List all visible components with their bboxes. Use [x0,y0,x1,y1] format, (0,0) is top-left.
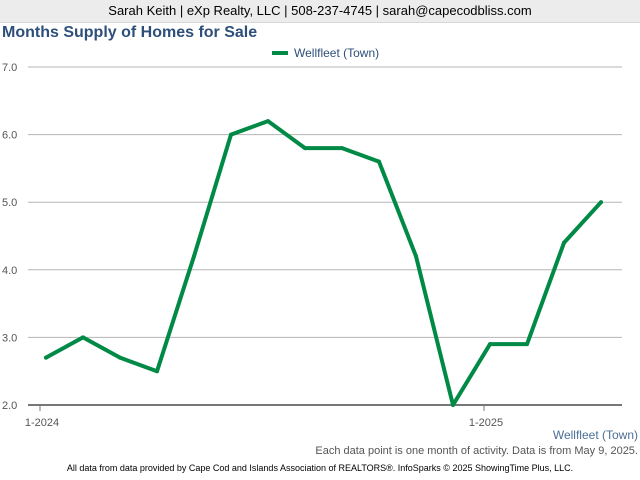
data-point [229,132,233,137]
data-point [599,200,603,205]
data-point [488,342,492,347]
chart-legend[interactable]: Wellfleet (Town) [272,46,379,60]
data-point [525,342,529,347]
data-point [340,146,344,151]
agent-contact-bar: Sarah Keith | eXp Realty, LLC | 508-237-… [0,0,640,23]
data-point [414,254,418,259]
y-tick-label: 4.0 [2,265,17,277]
data-point [266,119,270,124]
y-tick-label: 2.0 [2,400,17,412]
legend-label: Wellfleet (Town) [294,46,380,60]
y-tick-label: 7.0 [2,62,17,74]
y-tick-label: 5.0 [2,197,17,209]
data-point [118,355,122,360]
data-point [155,369,159,374]
x-tick-label: 1-2025 [469,417,503,429]
data-point [192,254,196,259]
data-point [303,146,307,151]
chart-title: Months Supply of Homes for Sale [2,24,258,41]
x-tick-label: 1-2024 [25,417,59,429]
data-point [562,240,566,245]
source-footer: All data from data provided by Cape Cod … [66,463,574,473]
data-point [451,403,455,407]
data-point [81,335,85,340]
agent-contact-text: Sarah Keith | eXp Realty, LLC | 508-237-… [108,3,532,18]
series-label: Wellfleet (Town) [552,428,638,442]
data-point [377,159,381,164]
data-point [44,355,48,360]
y-tick-label: 6.0 [2,130,17,142]
legend-swatch [272,51,288,55]
series-line [44,119,603,407]
data-note: Each data point is one month of activity… [315,445,638,457]
y-tick-label: 3.0 [2,332,17,344]
